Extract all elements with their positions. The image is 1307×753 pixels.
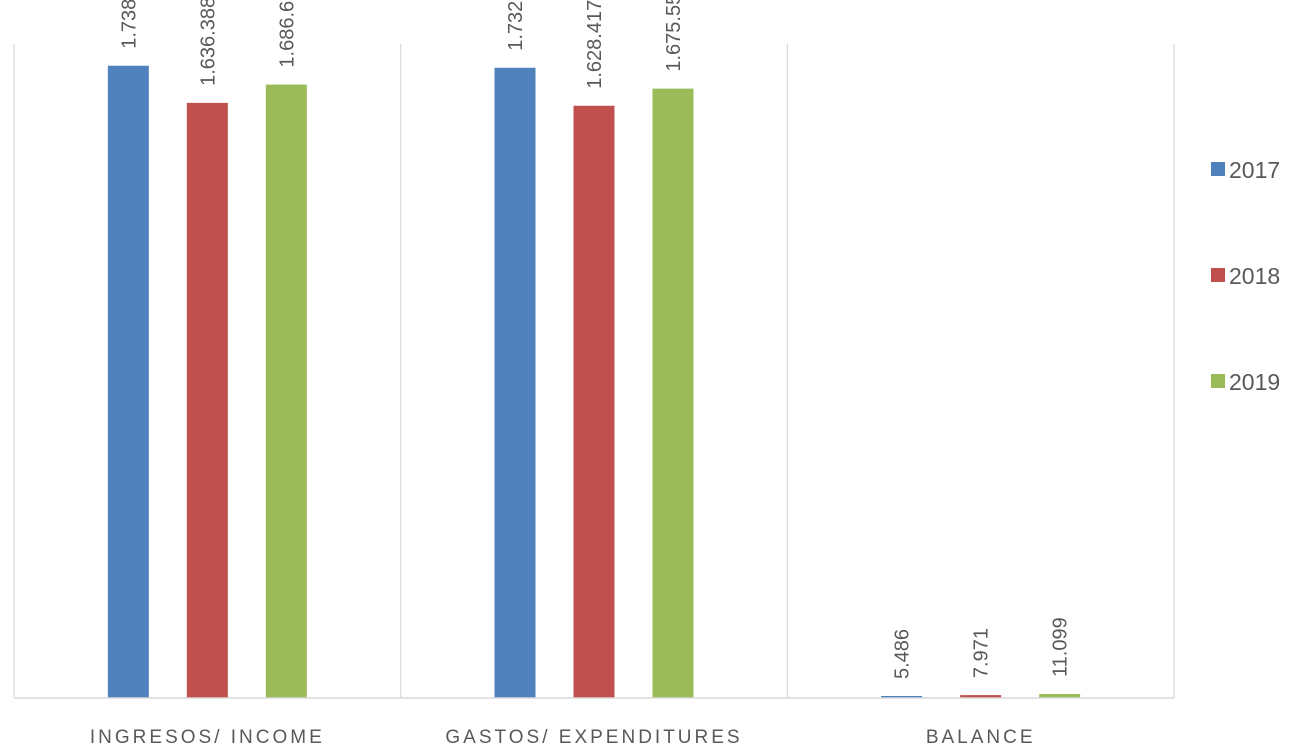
value-labels: 1.738.457 1.636.388 1.686.658 1.732.971 1.62… [118, 0, 1071, 679]
bar-2019-3 [1039, 693, 1081, 698]
data-label-2019-1: 1.686.658 [276, 0, 298, 68]
data-label-2018-3: 7.971 [971, 628, 993, 678]
data-label-2017-1: 1.738.457 [118, 0, 140, 49]
legend: 2017 2018 2019 [1211, 157, 1280, 395]
bar-2017-2 [494, 67, 536, 699]
legend-swatch-2019 [1211, 374, 1225, 388]
data-label-2018-2: 1.628.417 [584, 0, 606, 89]
bar-2018-2 [573, 105, 615, 698]
bar-2018-1 [186, 102, 228, 698]
category-label-2: GASTOS/ EXPENDITURES [445, 727, 742, 748]
data-label-2017-3: 5.486 [892, 629, 914, 679]
data-label-2018-1: 1.636.388 [197, 0, 219, 86]
bar-2018-3 [960, 695, 1002, 698]
bar-2019-1 [265, 84, 307, 699]
data-label-2019-3: 11.099 [1050, 617, 1072, 677]
category-labels: INGRESOS/ INCOME GASTOS/ EXPENDITURES BALA… [90, 727, 1036, 748]
legend-label-2019: 2019 [1229, 369, 1280, 395]
legend-label-2017: 2017 [1229, 157, 1280, 183]
category-separators [13, 44, 1175, 698]
category-label-1: INGRESOS/ INCOME [90, 727, 325, 748]
data-label-2017-2: 1.732.971 [505, 0, 527, 51]
data-label-2019-2: 1.675.559 [663, 0, 685, 72]
category-label-3: BALANCE [926, 727, 1036, 748]
bar-2017-3 [881, 696, 923, 698]
bar-2017-1 [107, 65, 149, 699]
bar-2019-2 [652, 88, 694, 698]
legend-label-2018: 2018 [1229, 263, 1280, 289]
legend-swatch-2018 [1211, 268, 1225, 282]
legend-swatch-2017 [1211, 162, 1225, 176]
bars [107, 65, 1081, 699]
